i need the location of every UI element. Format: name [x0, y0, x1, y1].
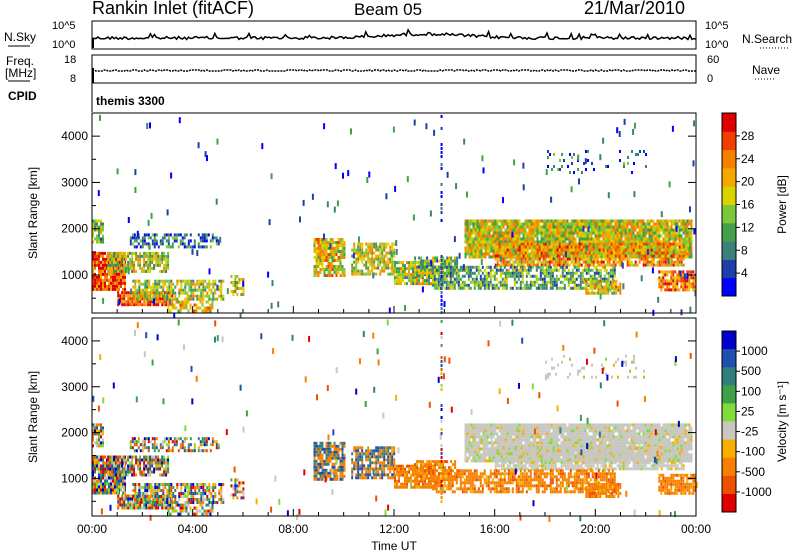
freq-line: [92, 69, 696, 72]
nsearch-tick-top: 10^5: [705, 20, 729, 32]
nsky-label: N.Sky: [4, 30, 37, 44]
colorbar-swatch: [722, 349, 736, 368]
colorbar-swatch: [722, 367, 736, 386]
freq-unit-label: [MHz]: [5, 66, 37, 80]
colorbar-tick-label: 28: [741, 129, 755, 143]
nsearch-label: N.Search: [742, 32, 793, 46]
nsky-tick-bottom: 10^0: [52, 39, 76, 51]
colorbar-frame: [721, 330, 737, 513]
colorbar-swatch: [722, 277, 736, 297]
colorbar-swatch: [722, 149, 736, 169]
colorbar-swatch: [722, 439, 736, 459]
nsky-line: [91, 28, 697, 41]
colorbar-tick-label: -1000: [741, 485, 772, 499]
colorbar-tick-label: 25: [741, 404, 755, 418]
colorbar-swatch: [722, 475, 736, 495]
text-layer: 10^5 10^0 10^5 10^0 18 8 60 0 1000 2000 3000 4000 Sl…: [26, 20, 789, 553]
nave-tick-bottom: 0: [707, 73, 713, 85]
colorbar-swatch: [722, 403, 736, 422]
freq-panel-frame: [91, 54, 697, 84]
nsearch-tick-bottom: 10^0: [705, 39, 729, 51]
colorbar-tick-label: 24: [741, 152, 755, 166]
ytick-label: 3000: [61, 175, 88, 189]
colorbar-swatch: [722, 186, 736, 205]
xtick-label: 00:00: [681, 522, 711, 536]
nave-label: Nave: [752, 63, 781, 77]
cpid-label: CPID: [8, 89, 37, 103]
colorbar-swatch: [722, 385, 736, 404]
nsky-tick-top: 10^5: [52, 20, 76, 32]
colorbar-tick-label: 100: [741, 384, 761, 398]
colorbar-label: Velocity [m s⁻¹]: [775, 381, 789, 462]
freq-tick-bottom: 8: [70, 73, 76, 85]
colorbar-tick-label: 16: [741, 198, 755, 212]
ytick-label: 3000: [61, 380, 88, 394]
heatmap-layer: [92, 113, 736, 522]
freq-tick-top: 18: [64, 54, 76, 66]
colorbar-swatch: [722, 259, 736, 279]
line-layer: [91, 28, 697, 83]
ytick-label: 4000: [61, 129, 88, 143]
ytick-label: 2000: [61, 426, 88, 440]
colorbar-label: Power [dB]: [775, 175, 789, 234]
colorbar-swatch: [722, 331, 736, 350]
colorbar-swatch: [722, 113, 736, 132]
ytick-label: 2000: [61, 222, 88, 236]
xtick-label: 00:00: [77, 522, 107, 536]
y-axis-label: Slant Range [km]: [26, 167, 40, 259]
xtick-label: 20:00: [580, 522, 610, 536]
colorbar-swatch: [722, 167, 736, 187]
colorbar-swatch: [722, 204, 736, 224]
colorbar-tick-label: 8: [741, 243, 748, 257]
xtick-label: 12:00: [379, 522, 409, 536]
colorbar-tick-label: 1000: [741, 344, 768, 358]
colorbar-swatch: [722, 457, 736, 477]
nave-tick-top: 60: [707, 54, 719, 66]
colorbar-swatch: [722, 493, 736, 513]
beam-title: Beam 05: [354, 0, 423, 19]
colorbar-swatch: [722, 131, 736, 151]
colorbar-tick-label: -100: [741, 445, 765, 459]
ytick-label: 1000: [61, 471, 88, 485]
date-title: 21/Mar/2010: [584, 0, 686, 18]
colorbar-tick-label: 12: [741, 220, 755, 234]
colorbar-tick-label: 20: [741, 175, 755, 189]
x-axis-title: Time UT: [371, 539, 417, 553]
colorbar-swatch: [722, 222, 736, 242]
nsky-panel-frame: [91, 20, 697, 50]
station-title: Rankin Inlet (fitACF): [92, 0, 255, 18]
colorbar-tick-label: -25: [741, 425, 759, 439]
axes-layer: [8, 20, 790, 517]
y-axis-label: Slant Range [km]: [26, 371, 40, 463]
xtick-label: 08:00: [278, 522, 308, 536]
freq-label: Freq.: [6, 54, 35, 68]
colorbar-tick-label: -500: [741, 465, 765, 479]
xtick-label: 16:00: [480, 522, 510, 536]
ytick-label: 1000: [61, 268, 88, 282]
cpid-text: themis 3300: [96, 94, 165, 108]
colorbar-tick-label: 4: [741, 266, 748, 280]
colorbar-swatch: [722, 241, 736, 260]
colorbar-swatch: [722, 421, 736, 441]
ytick-label: 4000: [61, 334, 88, 348]
colorbar-tick-label: 500: [741, 364, 761, 378]
xtick-label: 04:00: [178, 522, 208, 536]
